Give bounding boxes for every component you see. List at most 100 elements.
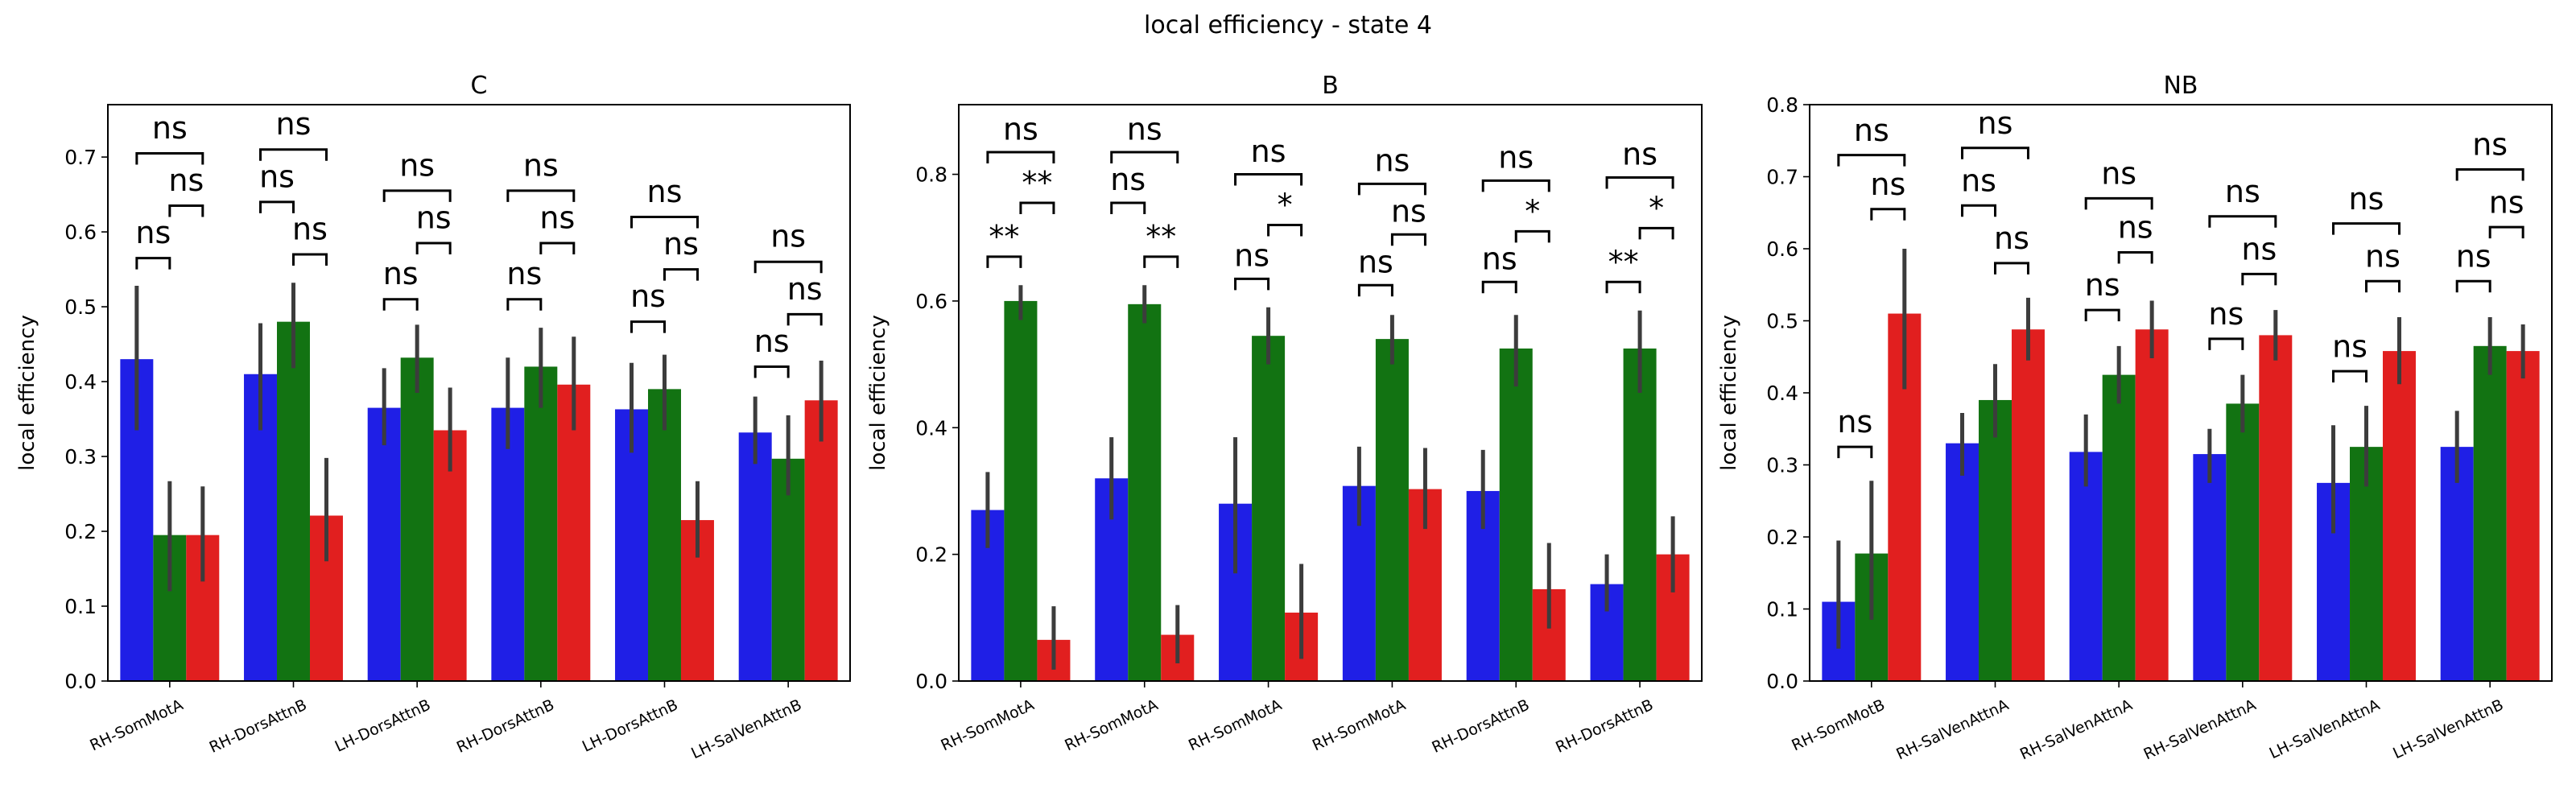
significance-label: * [1525, 194, 1540, 229]
significance-bracket [1605, 175, 1674, 189]
x-tick-label: RH-DorsAttnB [207, 696, 310, 757]
significance-label: ns [1003, 111, 1038, 147]
bar [1946, 443, 1979, 681]
significance-bracket [1870, 208, 1906, 221]
bar [2193, 454, 2227, 681]
bar [1623, 348, 1657, 681]
significance-bracket [506, 298, 543, 311]
significance-bracket [1143, 255, 1179, 268]
significance-bracket [259, 148, 328, 161]
significance-label: ns [506, 256, 542, 291]
significance-label: ns [259, 159, 295, 194]
y-tick-label: 0.7 [64, 146, 97, 169]
significance-label: ns [2456, 238, 2491, 274]
x-tick-label: RH-DorsAttnB [454, 696, 557, 757]
significance-bracket [1019, 201, 1055, 214]
significance-label: ns [2225, 174, 2260, 209]
significance-label: ns [1961, 163, 1996, 198]
bar [400, 357, 434, 681]
significance-bracket [630, 320, 666, 333]
y-tick-label: 0.2 [64, 520, 97, 543]
x-tick-label: LH-DorsAttnB [332, 696, 434, 756]
significance-label: ns [539, 200, 575, 235]
significance-bracket [539, 242, 576, 255]
y-tick-label: 0.0 [64, 670, 97, 693]
panel-title: B [1322, 72, 1339, 100]
significance-bracket [506, 189, 576, 202]
significance-bracket [1837, 154, 1906, 167]
significance-bracket [1481, 280, 1517, 294]
significance-bracket [1605, 280, 1641, 294]
significance-label: ns [1251, 134, 1286, 169]
y-tick-label: 0.0 [1766, 670, 1798, 693]
bar [2473, 345, 2507, 681]
significance-label: ns [399, 147, 435, 183]
y-tick-label: 0.6 [64, 221, 97, 244]
y-axis-label: local efficiency [1717, 315, 1741, 471]
significance-label: * [1649, 191, 1664, 226]
panel-3: NB local efficiency 0.0 0.1 0.2 0.3 0.4 0.5 0.6 0… [1717, 72, 2553, 764]
axes-frame [958, 104, 1703, 682]
significance-bracket [2365, 279, 2401, 293]
significance-bracket [2241, 272, 2277, 286]
y-tick-label: 0.8 [1766, 93, 1798, 117]
significance-bracket [753, 365, 790, 378]
significance-label: ns [1978, 105, 2013, 141]
bar [557, 384, 591, 681]
bar [1128, 303, 1162, 681]
x-tick-label: RH-SomMotB [1789, 696, 1888, 755]
significance-bracket [1267, 223, 1303, 237]
bar [2135, 329, 2169, 681]
significance-label: ns [1870, 167, 1905, 202]
significance-label: ns [276, 106, 312, 142]
significance-bracket [1357, 283, 1393, 297]
bar [433, 430, 467, 681]
significance-label: ns [168, 163, 204, 198]
significance-bracket [753, 260, 823, 274]
y-tick-label: 0.3 [1766, 454, 1798, 477]
y-tick-label: 0.4 [1766, 382, 1798, 405]
significance-label: ns [1498, 140, 1534, 175]
y-tick-label: 0.8 [915, 163, 947, 187]
y-axis-label: local efficiency [15, 315, 39, 471]
significance-bracket [663, 268, 699, 281]
significance-label: ns [1358, 245, 1393, 280]
y-tick-label: 0.4 [915, 416, 947, 440]
significance-label: ns [1837, 404, 1872, 440]
bar [738, 432, 772, 681]
significance-label: ns [2208, 296, 2244, 332]
bar [367, 407, 401, 681]
significance-bracket [2488, 225, 2524, 239]
x-tick-label: RH-DorsAttnB [1553, 696, 1656, 757]
significance-bracket [1234, 277, 1270, 291]
bar [2382, 351, 2416, 681]
y-tick-label: 0.2 [915, 543, 947, 567]
y-tick-label: 0.6 [915, 290, 947, 313]
significance-bracket [1961, 147, 2029, 159]
panel-title: NB [2163, 72, 2198, 100]
significance-label: ns [292, 211, 328, 246]
x-tick-label: RH-SalVenAttnA [1893, 696, 2011, 764]
significance-label: ns [523, 147, 559, 183]
bar [615, 409, 649, 681]
significance-bracket [1837, 445, 1873, 459]
bar [1375, 339, 1409, 681]
y-tick-label: 0.7 [1766, 166, 1798, 189]
significance-bracket [1390, 233, 1426, 246]
significance-bracket [630, 215, 699, 229]
bar [277, 321, 310, 681]
x-tick-label: RH-SalVenAttnA [2017, 696, 2135, 764]
bar [2226, 403, 2260, 681]
significance-label: ns [2332, 328, 2368, 364]
significance-bracket [1110, 201, 1146, 214]
significance-bracket [2208, 215, 2277, 228]
significance-label: ns [787, 271, 823, 307]
significance-label: ns [1127, 111, 1162, 147]
bar [1499, 348, 1533, 681]
significance-label: ns [2101, 155, 2136, 191]
bar [491, 407, 525, 681]
bar [2102, 374, 2136, 681]
